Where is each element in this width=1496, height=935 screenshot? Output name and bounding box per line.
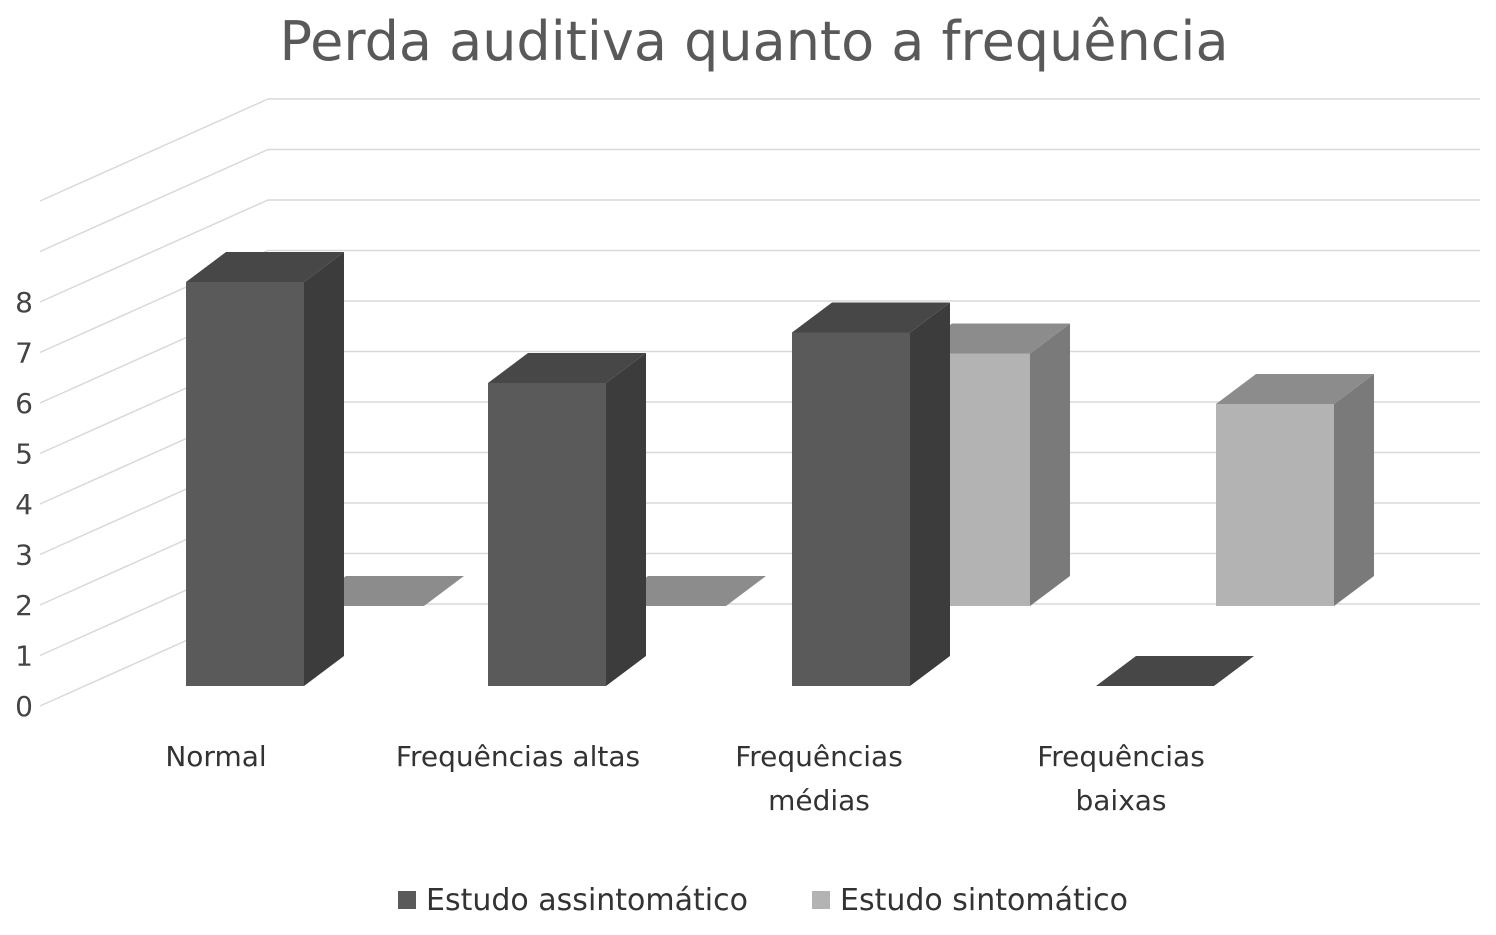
category-label: Frequências baixas xyxy=(1037,740,1205,817)
bars xyxy=(186,252,1374,686)
bar-front xyxy=(792,332,910,686)
bar-sintomatico xyxy=(306,576,464,606)
bar-side xyxy=(910,302,950,686)
legend-label: Estudo sintomático xyxy=(840,883,1128,918)
bar-side xyxy=(1030,323,1070,606)
category-label-line: Frequências altas xyxy=(396,740,640,773)
category-label-line: baixas xyxy=(1075,784,1166,817)
bar-top xyxy=(306,576,464,606)
bar-front xyxy=(186,282,304,686)
category-label: Frequências altas xyxy=(396,740,640,773)
bar-front xyxy=(488,383,606,686)
y-tick-label: 2 xyxy=(15,589,33,622)
bar-assintomatico xyxy=(1096,656,1254,686)
legend-item: Estudo assintomático xyxy=(398,883,748,918)
y-tick-label: 8 xyxy=(15,286,33,319)
y-tick-label: 5 xyxy=(15,438,33,471)
y-tick-label: 6 xyxy=(15,387,33,420)
legend-label: Estudo assintomático xyxy=(426,883,748,918)
gridline xyxy=(39,199,1480,303)
legend-swatch xyxy=(398,891,416,909)
category-label-line: Normal xyxy=(165,740,266,773)
category-labels: Normal Frequências altas Frequências médias… xyxy=(165,740,1204,817)
bar-top xyxy=(488,353,646,383)
bar-assintomatico xyxy=(792,302,950,686)
legend: Estudo assintomático Estudo sintomático xyxy=(398,883,1128,918)
chart-title: Perda auditiva quanto a frequência xyxy=(279,10,1228,73)
bar-top xyxy=(186,252,344,282)
gridline xyxy=(39,148,1480,253)
gridline xyxy=(39,249,1480,354)
category-label-line: Frequências xyxy=(1037,740,1205,773)
bar-top xyxy=(1096,656,1254,686)
bar-top xyxy=(608,576,766,606)
bar-top xyxy=(792,302,950,333)
legend-item: Estudo sintomático xyxy=(812,883,1128,918)
category-label-line: Frequências xyxy=(735,740,903,773)
y-tick-label: 0 xyxy=(15,690,33,723)
legend-swatch xyxy=(812,891,830,909)
bar-side xyxy=(304,252,344,686)
y-tick-label: 7 xyxy=(15,337,33,370)
bar-assintomatico xyxy=(488,353,646,686)
category-label: Frequências médias xyxy=(735,740,903,817)
bar-side xyxy=(1334,374,1374,606)
y-axis-ticks: 0 1 2 3 4 5 6 7 8 xyxy=(15,286,33,723)
y-tick-label: 4 xyxy=(15,488,33,521)
bar-front xyxy=(1216,404,1334,606)
bar-top xyxy=(912,323,1070,354)
y-tick-label: 3 xyxy=(15,539,33,572)
y-tick-label: 1 xyxy=(15,640,33,673)
gridline xyxy=(39,98,1480,202)
bar-sintomatico xyxy=(608,576,766,606)
bar-sintomatico xyxy=(1216,374,1374,606)
category-label-line: médias xyxy=(768,784,870,817)
category-label: Normal xyxy=(165,740,266,773)
bar-top xyxy=(1216,374,1374,404)
bar-assintomatico xyxy=(186,252,344,686)
bar-side xyxy=(606,353,646,686)
